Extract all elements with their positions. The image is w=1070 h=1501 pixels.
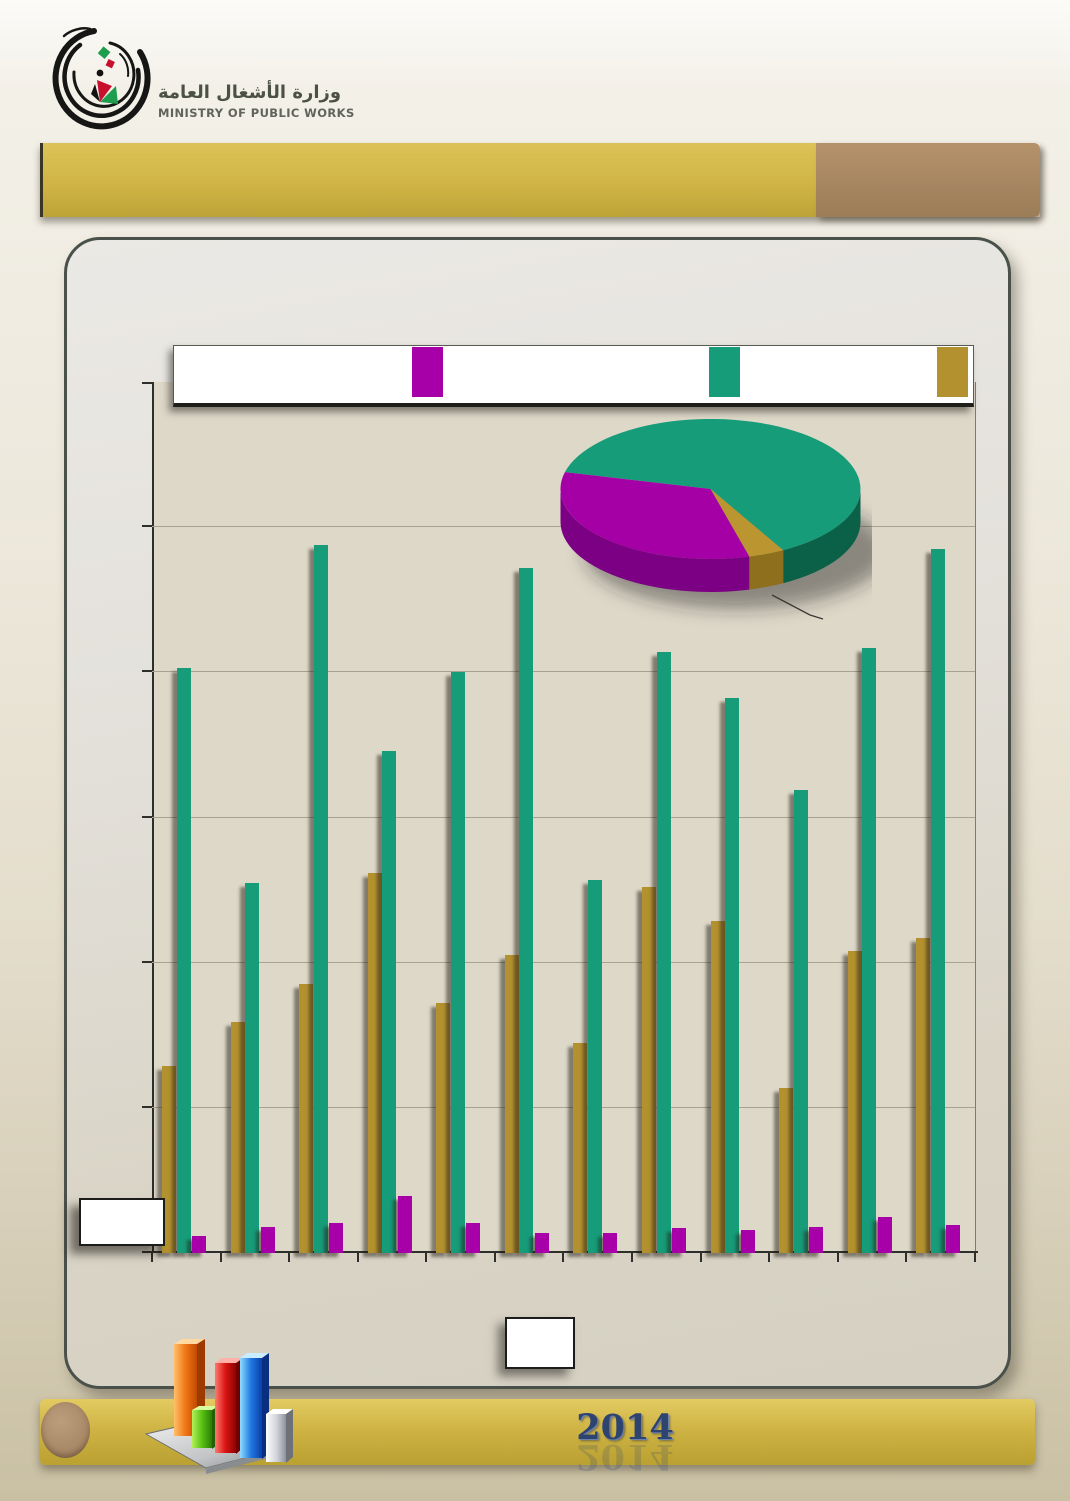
purple-bar <box>192 1236 206 1253</box>
purple-bar <box>946 1225 961 1253</box>
teal-bar <box>930 549 945 1253</box>
teal-bar <box>313 545 328 1253</box>
pie-slice-gold <box>710 489 784 557</box>
y-axis-tick <box>142 382 152 384</box>
purple-bar <box>397 1196 412 1253</box>
y-axis-tick <box>142 815 152 818</box>
pie-chart <box>560 418 888 637</box>
gold-bar <box>299 984 314 1253</box>
pie-slice-purple <box>560 472 750 559</box>
x-axis-tick <box>768 1253 771 1262</box>
y-axis <box>152 382 154 1253</box>
pie-rim-purple <box>560 489 750 592</box>
ministry-logo <box>52 27 151 130</box>
x-axis-tick <box>905 1253 908 1262</box>
gold-bar <box>162 1066 176 1253</box>
x-axis-tick <box>699 1253 702 1262</box>
teal-bar <box>725 698 740 1253</box>
x-axis-tick <box>836 1253 839 1262</box>
gridline <box>152 816 975 818</box>
teal-bar <box>793 790 808 1253</box>
title-banner <box>40 143 1040 217</box>
gold-bar <box>642 887 657 1253</box>
x-axis-tick <box>151 1253 153 1262</box>
icon-bars <box>174 1339 293 1463</box>
teal-bar <box>656 652 671 1253</box>
x-axis-tick <box>631 1253 634 1262</box>
purple-bar <box>877 1217 892 1253</box>
chart-legend <box>173 345 974 407</box>
gold-bar <box>916 938 931 1253</box>
ministry-name-block: وزارة الأشغال العامة MINISTRY OF PUBLIC … <box>158 82 418 120</box>
purple-bar <box>672 1228 687 1253</box>
gold-bar <box>847 951 862 1253</box>
gold-bar <box>367 873 382 1253</box>
gold-bar <box>573 1043 588 1253</box>
legend-swatch-purple <box>412 347 443 397</box>
pie-rim-teal <box>783 489 861 584</box>
bar-chart-3d-icon <box>144 1339 294 1474</box>
x-axis-tick <box>973 1253 976 1262</box>
purple-bar <box>809 1227 824 1253</box>
y-axis-tick <box>142 1105 152 1108</box>
purple-bar <box>466 1223 481 1253</box>
gold-bar <box>230 1022 245 1253</box>
teal-bar <box>862 648 877 1253</box>
x-axis-tick <box>425 1253 428 1262</box>
legend-swatch-gold <box>937 347 968 397</box>
title-banner-gold-section <box>43 143 816 217</box>
y-axis-tick <box>142 525 152 528</box>
purple-bar <box>329 1223 344 1253</box>
purple-bar <box>603 1233 618 1253</box>
teal-bar <box>519 568 534 1253</box>
blank-label-box-bottom <box>505 1317 575 1369</box>
legend-swatch-teal <box>709 347 740 397</box>
x-axis-tick <box>356 1253 359 1262</box>
year-label-reflection: 2014 <box>576 1436 674 1477</box>
x-axis-tick <box>493 1253 496 1262</box>
gold-bar <box>436 1003 451 1253</box>
teal-bar <box>382 751 397 1253</box>
gridline <box>152 671 975 673</box>
pie-rim-gold <box>749 550 784 590</box>
y-axis-tick <box>142 670 152 673</box>
pie-leader-line <box>771 594 824 620</box>
pie-slice-teal <box>564 418 861 551</box>
x-axis-tick <box>562 1253 565 1262</box>
ministry-name-arabic: وزارة الأشغال العامة <box>158 82 342 103</box>
ministry-name-english: MINISTRY OF PUBLIC WORKS <box>158 106 355 120</box>
teal-bar <box>245 883 260 1253</box>
x-axis-tick <box>288 1253 291 1262</box>
teal-bar <box>587 880 602 1253</box>
y-axis-tick <box>142 960 152 963</box>
gridline <box>152 961 975 963</box>
purple-bar <box>534 1233 549 1253</box>
x-axis <box>151 1251 978 1253</box>
year-label: 2014 <box>576 1407 674 1448</box>
gold-bar <box>710 921 725 1253</box>
x-axis-tick <box>219 1253 222 1262</box>
teal-bar <box>450 672 465 1253</box>
purple-bar <box>260 1227 275 1253</box>
y-axis-tick <box>142 1251 152 1253</box>
gold-bar <box>504 955 519 1253</box>
footer-ellipse-badge <box>41 1402 90 1458</box>
year-label-block: 2014 2014 <box>555 1407 695 1477</box>
title-banner-brown-section <box>816 143 1040 217</box>
teal-bar <box>176 668 191 1253</box>
gold-bar <box>779 1088 794 1253</box>
purple-bar <box>740 1230 755 1253</box>
logo-flag-marks <box>91 46 118 104</box>
blank-label-box-axis <box>79 1198 165 1246</box>
gridline <box>152 1106 975 1108</box>
